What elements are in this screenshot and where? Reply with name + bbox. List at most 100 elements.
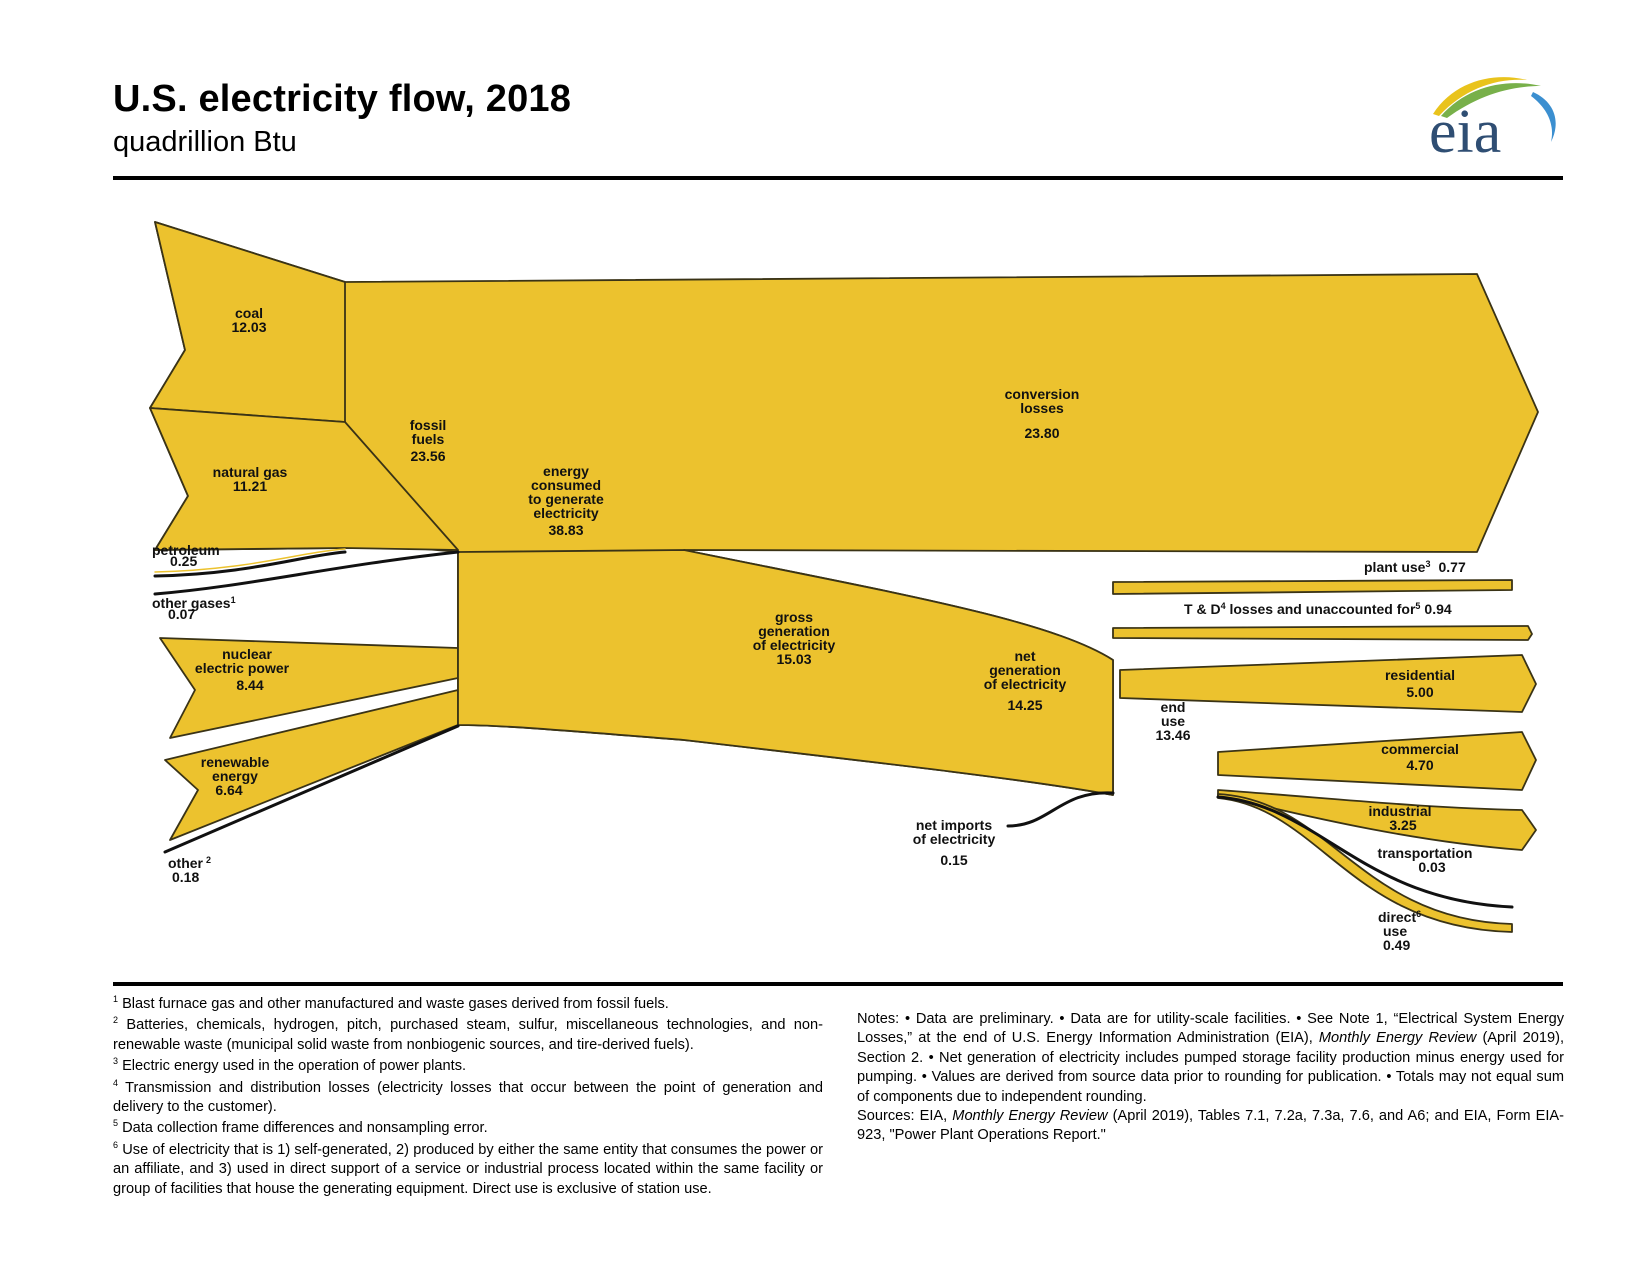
other-sup: 2 xyxy=(206,855,211,865)
sources-paragraph: Sources: EIA, Monthly Energy Review (Apr… xyxy=(857,1107,1564,1146)
footnotes-left: 1 Blast furnace gas and other manufactur… xyxy=(113,995,823,1201)
other-value: 0.18 xyxy=(172,869,199,885)
industrial-value: 3.25 xyxy=(1389,817,1416,833)
footnote-1-text: Blast furnace gas and other manufactured… xyxy=(122,996,669,1012)
end-use-label-2: use xyxy=(1161,713,1185,729)
footnote-1-mark: 1 xyxy=(113,994,119,1005)
td-text-a: T & D xyxy=(1184,601,1221,617)
electricity-flow-diagram: coal 12.03 natural gas 11.21 fossil fuel… xyxy=(149,221,1539,953)
other-gases-text: other gases xyxy=(152,595,231,611)
thin-lines xyxy=(153,548,1514,909)
plant-use-value: 0.77 xyxy=(1438,559,1465,575)
end-use-value: 13.46 xyxy=(1155,727,1190,743)
net-generation-label-2: generation xyxy=(989,662,1061,678)
page-subtitle: quadrillion Btu xyxy=(113,126,297,158)
industrial-flow xyxy=(1217,789,1537,851)
fossil-fuels-value: 23.56 xyxy=(410,448,445,464)
notes-right: Notes: • Data are preliminary. • Data ar… xyxy=(857,1010,1564,1146)
logo-swoosh-blue xyxy=(1531,92,1556,142)
footnote-3: 3 Electric energy used in the operation … xyxy=(113,1057,823,1076)
natural-gas-flow xyxy=(149,407,459,551)
energy-consumed-label-1: energy xyxy=(543,463,589,479)
conversion-losses-label-1: conversion xyxy=(1005,386,1080,402)
commercial-label: commercial xyxy=(1381,741,1459,757)
nuclear-flow xyxy=(159,637,459,739)
td-losses-flow xyxy=(1112,625,1533,641)
petroleum-value: 0.25 xyxy=(170,553,197,569)
energy-consumed-label-4: electricity xyxy=(533,505,599,521)
petroleum-line xyxy=(153,550,347,578)
footer-rule xyxy=(113,982,1563,986)
footnote-6-mark: 6 xyxy=(113,1139,119,1150)
coal-value: 12.03 xyxy=(231,319,266,335)
footnote-4-text: Transmission and distribution losses (el… xyxy=(113,1079,824,1116)
conversion-losses-label-2: losses xyxy=(1020,400,1064,416)
transportation-label: transportation xyxy=(1378,845,1473,861)
fossil-fuels-label-2: fuels xyxy=(412,431,445,447)
footnote-1: 1 Blast furnace gas and other manufactur… xyxy=(113,995,823,1014)
td-sup-b: 5 xyxy=(1415,601,1420,611)
end-use-label-1: end xyxy=(1161,699,1186,715)
conversion-losses-value: 23.80 xyxy=(1024,425,1059,441)
plant-use-label: plant use3 0.77 xyxy=(1364,559,1466,575)
gross-generation-label-2: generation xyxy=(758,623,830,639)
gross-generation-flow xyxy=(457,549,1114,796)
footnote-4: 4 Transmission and distribution losses (… xyxy=(113,1077,824,1118)
footnote-6-text: Use of electricity that is 1) self-gener… xyxy=(113,1141,823,1197)
other-gases-line xyxy=(153,550,460,596)
direct-text: direct xyxy=(1378,909,1416,925)
td-value: 0.94 xyxy=(1424,601,1451,617)
footnote-5: 5 Data collection frame differences and … xyxy=(113,1119,823,1138)
net-imports-label-1: net imports xyxy=(916,817,992,833)
direct-use-value: 0.49 xyxy=(1383,937,1410,953)
footnote-4-mark: 4 xyxy=(113,1077,119,1088)
renewable-label-1: renewable xyxy=(201,754,270,770)
other-text: other xyxy=(168,855,204,871)
footnote-3-text: Electric energy used in the operation of… xyxy=(122,1058,467,1075)
footnote-3-mark: 3 xyxy=(113,1056,119,1067)
eia-logo: eia xyxy=(1429,77,1556,166)
fossil-fuels-label-1: fossil xyxy=(410,417,447,433)
transportation-line xyxy=(1216,795,1514,909)
commercial-value: 4.70 xyxy=(1406,757,1433,773)
logo-text: eia xyxy=(1429,98,1501,166)
footnote-2-text: Batteries, chemicals, hydrogen, pitch, p… xyxy=(113,1017,823,1053)
page-title: U.S. electricity flow, 2018 xyxy=(113,78,572,120)
energy-consumed-label-3: to generate xyxy=(528,491,604,507)
nuclear-label-1: nuclear xyxy=(222,646,272,662)
td-sup-a: 4 xyxy=(1221,601,1226,611)
energy-consumed-label-2: consumed xyxy=(531,477,601,493)
natural-gas-value: 11.21 xyxy=(233,478,267,494)
notes-text-a: Notes: • Data are preliminary. • Data ar… xyxy=(857,1011,1564,1047)
other-gases-sup: 1 xyxy=(231,595,236,605)
footnote-5-text: Data collection frame differences and no… xyxy=(122,1120,488,1137)
plant-use-flow xyxy=(1112,579,1513,595)
flow-labels: coal 12.03 natural gas 11.21 fossil fuel… xyxy=(195,305,1473,875)
transportation-value: 0.03 xyxy=(1418,859,1445,875)
nuclear-value: 8.44 xyxy=(236,677,263,693)
sources-text-em: Monthly Energy Review xyxy=(952,1108,1108,1125)
other-label: other 2 xyxy=(168,855,211,871)
residential-label: residential xyxy=(1385,667,1455,683)
gross-generation-label-3: of electricity xyxy=(753,637,836,653)
other-gases-label: other gases1 xyxy=(152,595,236,611)
net-imports-value: 0.15 xyxy=(940,852,967,868)
logo-swoosh-yellow xyxy=(1433,77,1527,116)
footnote-6: 6 Use of electricity that is 1) self-gen… xyxy=(113,1139,823,1199)
renewable-value: 6.64 xyxy=(215,782,242,798)
plant-use-text: plant use xyxy=(1364,559,1426,575)
footnote-2: 2 Batteries, chemicals, hydrogen, pitch,… xyxy=(113,1016,823,1055)
notes-paragraph: Notes: • Data are preliminary. • Data ar… xyxy=(857,1010,1564,1107)
commercial-flow xyxy=(1217,731,1537,791)
energy-consumed-value: 38.83 xyxy=(548,522,583,538)
net-imports-line xyxy=(1006,791,1115,828)
renewable-label-2: energy xyxy=(212,768,258,784)
td-text-b: losses and unaccounted for xyxy=(1226,601,1416,617)
other-gases-value: 0.07 xyxy=(168,606,195,622)
footnote-5-mark: 5 xyxy=(113,1118,119,1129)
other-line xyxy=(163,724,460,854)
natural-gas-label: natural gas xyxy=(213,464,288,480)
net-imports-label-2: of electricity xyxy=(913,831,996,847)
direct-use-label-1: direct6 xyxy=(1378,909,1421,925)
td-losses-label: T & D4 losses and unaccounted for5 0.94 xyxy=(1184,601,1452,617)
